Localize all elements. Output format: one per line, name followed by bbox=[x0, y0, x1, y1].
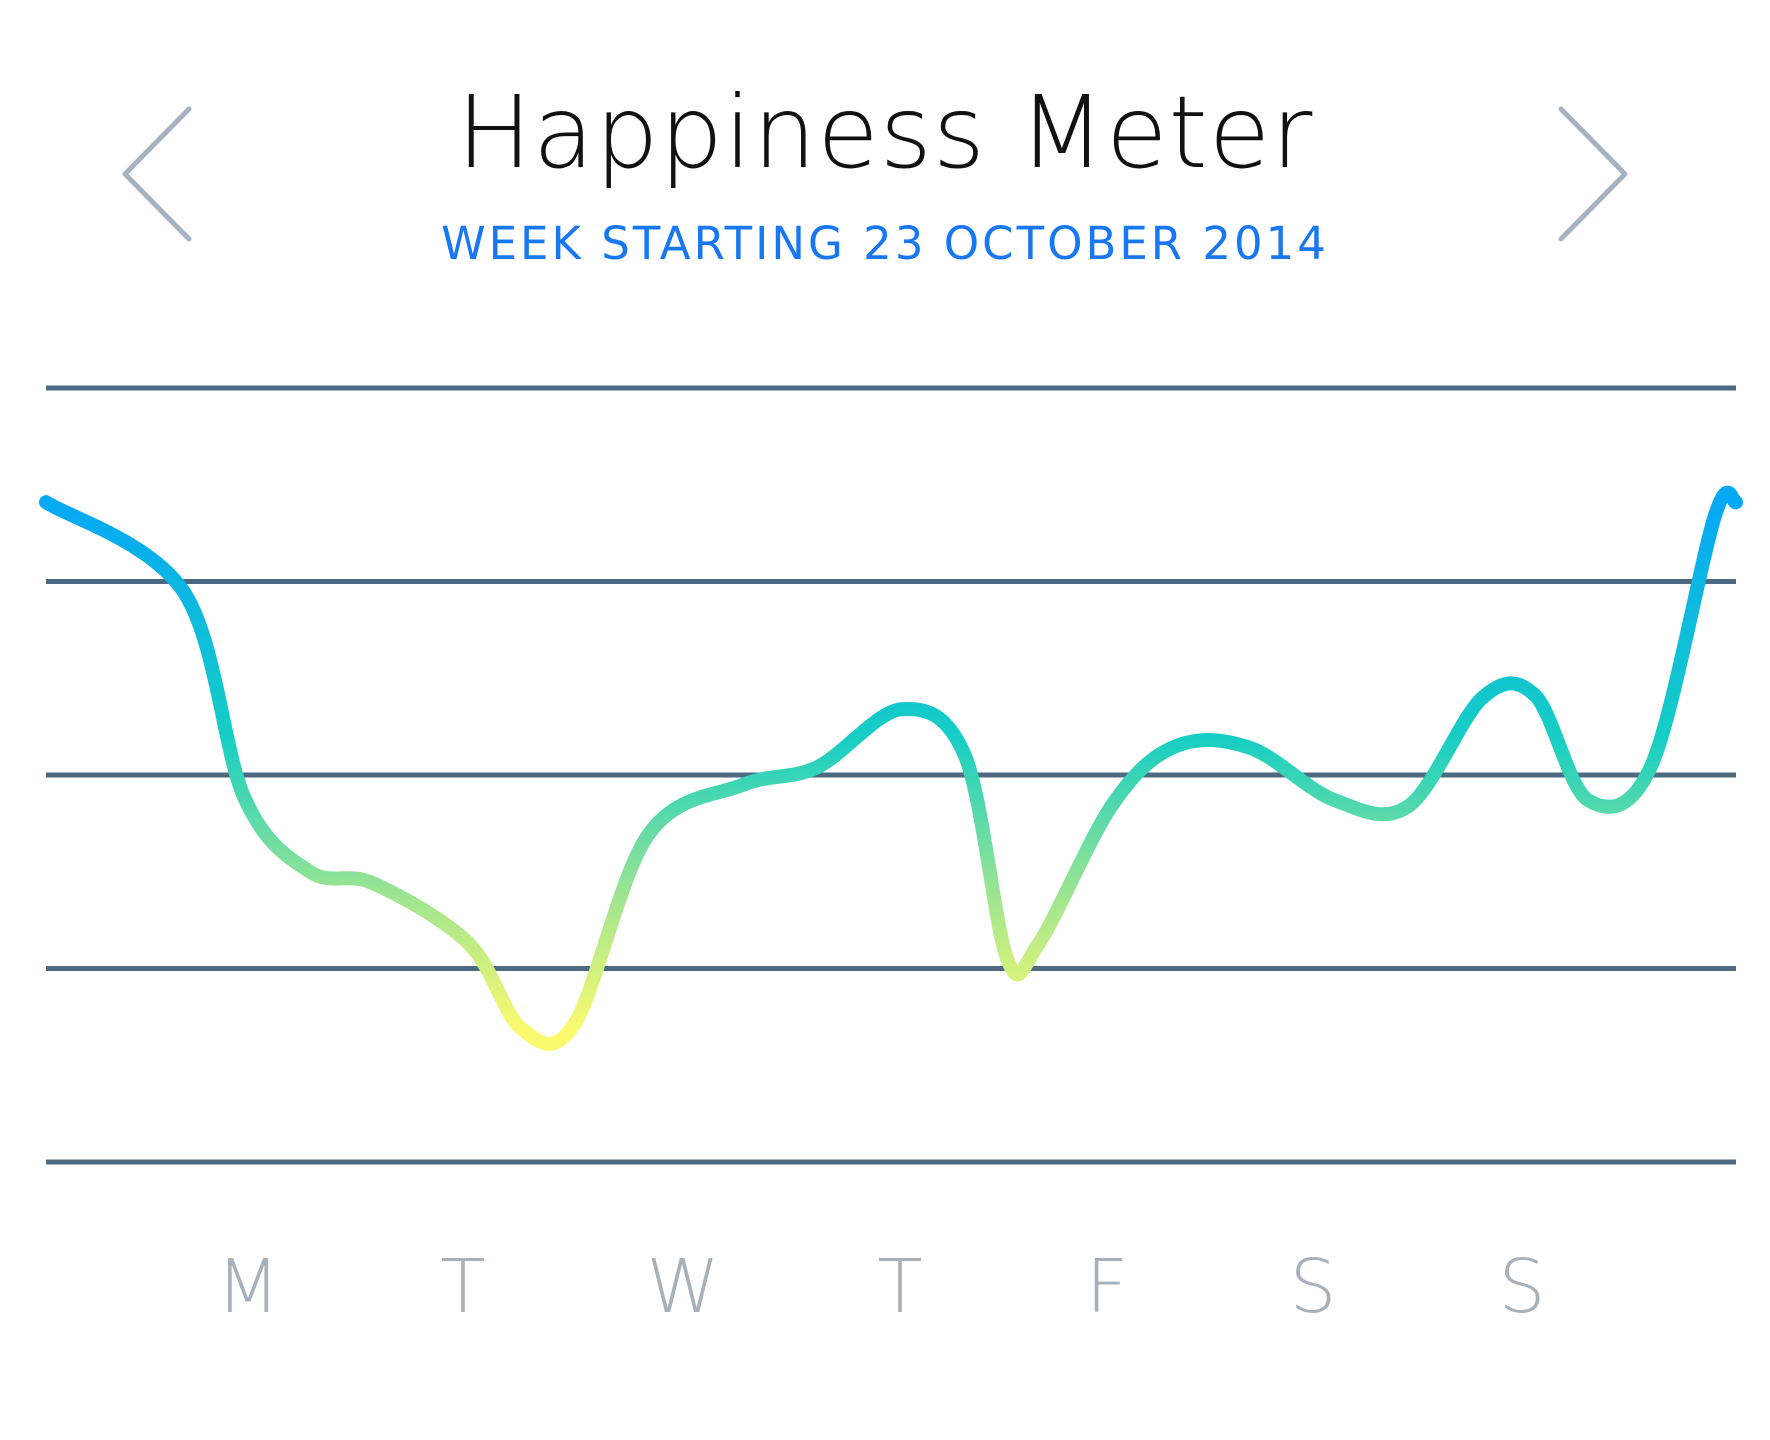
day-label-1: T bbox=[440, 1244, 485, 1330]
page-title: Happiness Meter bbox=[456, 74, 1314, 191]
chevron-right-icon bbox=[1558, 106, 1628, 242]
gridlines bbox=[46, 385, 1736, 1165]
day-label-3: T bbox=[877, 1244, 922, 1330]
series-line-layer bbox=[39, 485, 1743, 1051]
day-label-4: F bbox=[1086, 1244, 1129, 1330]
previous-week-button[interactable] bbox=[105, 95, 195, 245]
page-subtitle: WEEK STARTING 23 OCTOBER 2014 bbox=[441, 217, 1329, 270]
day-label-2: W bbox=[646, 1244, 719, 1330]
day-label-5: S bbox=[1290, 1244, 1337, 1330]
day-label-0: M bbox=[216, 1244, 280, 1330]
chevron-left-icon bbox=[122, 106, 192, 242]
day-label-6: S bbox=[1499, 1244, 1546, 1330]
happiness-series-line bbox=[39, 485, 1743, 1051]
next-week-button[interactable] bbox=[1555, 95, 1645, 245]
